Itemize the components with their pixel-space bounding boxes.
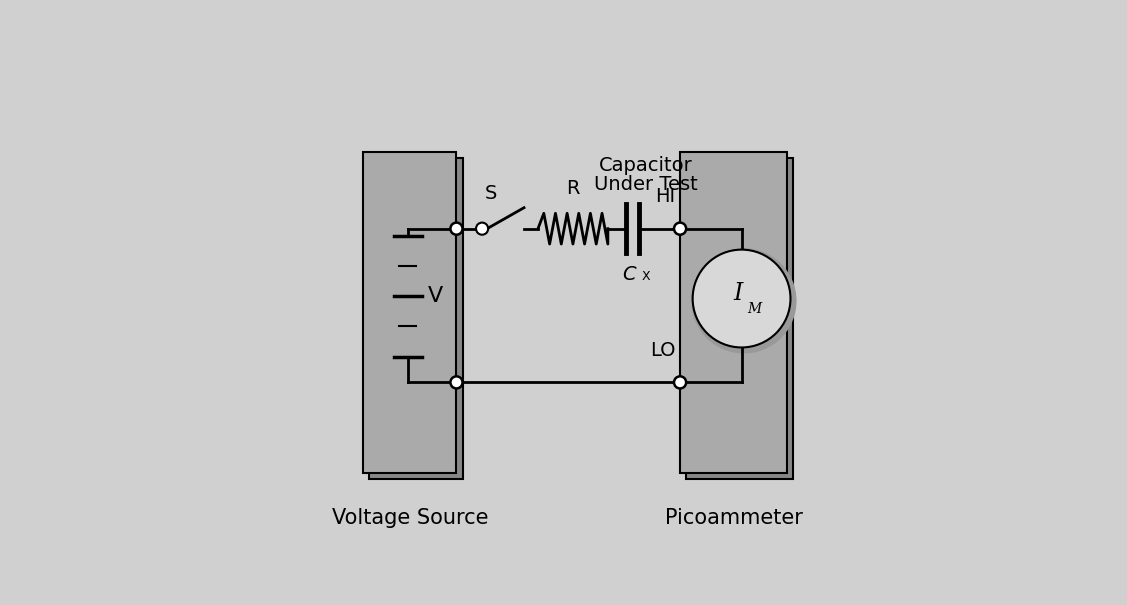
Bar bbox=[370, 158, 462, 479]
Circle shape bbox=[691, 248, 797, 353]
Text: Under Test: Under Test bbox=[594, 175, 698, 194]
Bar bbox=[680, 152, 788, 473]
Text: R: R bbox=[566, 179, 579, 198]
Text: Capacitor: Capacitor bbox=[600, 156, 693, 175]
Circle shape bbox=[693, 250, 790, 347]
Bar bbox=[686, 158, 793, 479]
Text: Picoammeter: Picoammeter bbox=[665, 508, 802, 528]
Text: X: X bbox=[642, 270, 650, 283]
Text: Voltage Source: Voltage Source bbox=[331, 508, 488, 528]
Circle shape bbox=[674, 376, 686, 388]
Circle shape bbox=[476, 223, 488, 235]
Text: LO: LO bbox=[650, 341, 675, 360]
Text: S: S bbox=[485, 184, 497, 203]
Circle shape bbox=[674, 223, 686, 235]
Text: V: V bbox=[428, 286, 443, 306]
Text: M: M bbox=[747, 302, 762, 316]
Text: I: I bbox=[734, 283, 743, 306]
Text: C: C bbox=[622, 265, 636, 284]
Circle shape bbox=[451, 223, 462, 235]
Bar bbox=[363, 152, 456, 473]
Text: HI: HI bbox=[655, 188, 675, 206]
Circle shape bbox=[451, 376, 462, 388]
